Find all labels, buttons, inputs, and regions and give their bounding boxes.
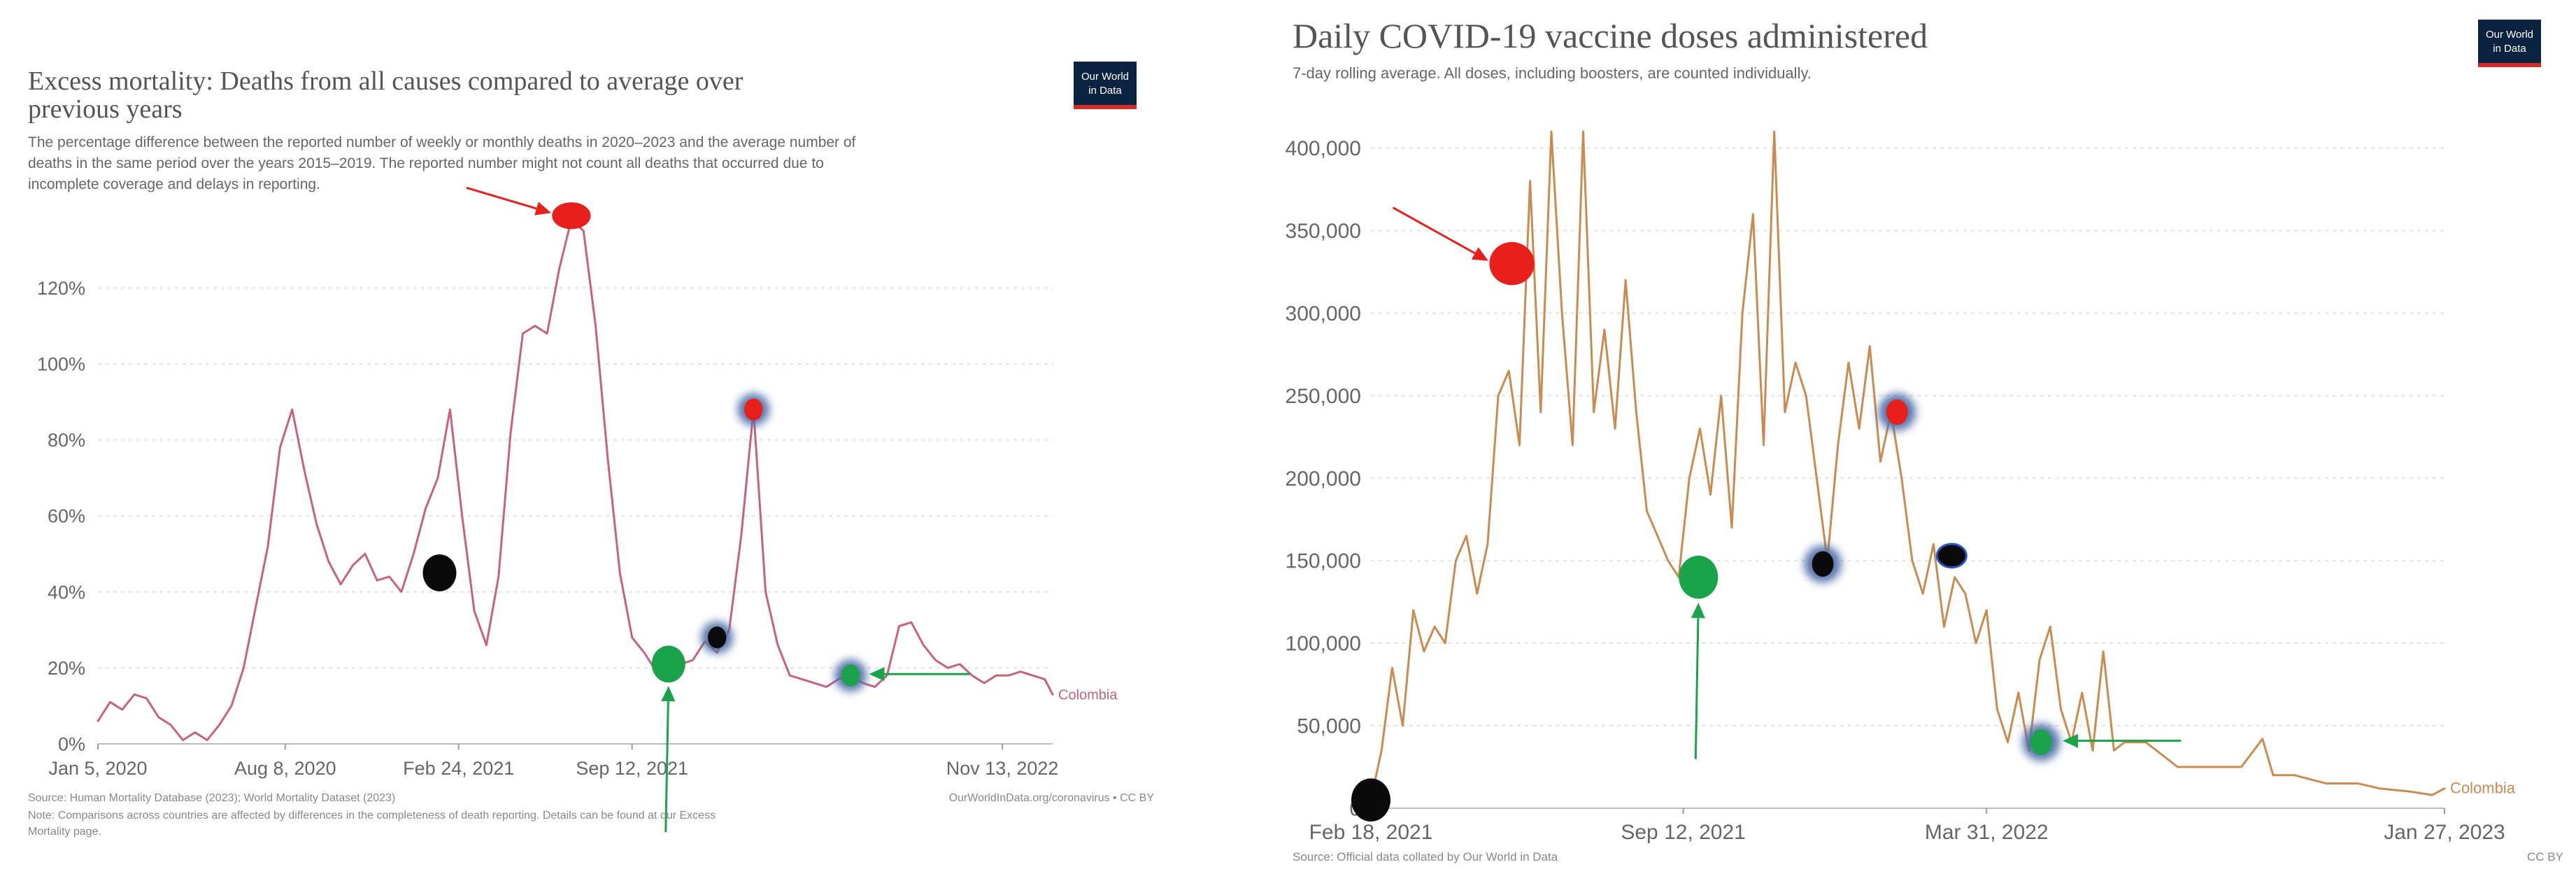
excess-mortality-chart: Excess mortality: Deaths from all causes… <box>28 62 1155 838</box>
y-tick-label: 60% <box>48 506 85 527</box>
annotation-marker <box>1679 556 1718 599</box>
logo-text-line-1: Our World <box>2486 29 2533 41</box>
annotation-arrow-head <box>869 667 885 682</box>
y-tick-label: 40% <box>48 582 85 602</box>
y-tick-label: 120% <box>37 278 85 299</box>
chart-title: Daily COVID-19 vaccine doses administere… <box>1293 16 1928 55</box>
y-tick-label: 250,000 <box>1286 385 1361 408</box>
annotation-arrow-head <box>1691 602 1705 619</box>
annotation-arrow-head <box>1471 247 1488 261</box>
chart-subtitle-line-2: deaths in the same period over the years… <box>28 155 824 171</box>
annotation-arrow-shaft <box>1392 206 1476 255</box>
series-label-colombia: Colombia <box>2450 780 2516 797</box>
chart-subtitle: 7-day rolling average. All doses, includ… <box>1293 64 1812 82</box>
logo-text-line-1: Our World <box>1081 71 1129 83</box>
x-tick-label: Sep 12, 2021 <box>576 758 688 779</box>
vaccine-doses-chart: Daily COVID-19 vaccine doses administere… <box>1286 16 2563 864</box>
chart-subtitle-line-1: The percentage difference between the re… <box>28 134 856 150</box>
annotation-marker <box>552 202 591 230</box>
excess-mortality-panel: Excess mortality: Deaths from all causes… <box>0 0 1189 895</box>
logo-text-line-2: in Data <box>1088 85 1122 97</box>
y-tick-label: 50,000 <box>1297 715 1361 738</box>
owid-logo[interactable]: Our World in Data <box>1074 62 1137 109</box>
y-tick-label: 100,000 <box>1286 633 1361 656</box>
annotation-marker <box>841 664 860 686</box>
y-tick-label: 400,000 <box>1286 137 1361 160</box>
annotation-marker <box>744 398 763 421</box>
x-tick-label: Aug 8, 2020 <box>234 758 336 779</box>
annotation-arrow-shaft <box>1694 618 1700 759</box>
note-line-2: Mortality page. <box>28 826 101 838</box>
annotation-marker <box>651 645 685 683</box>
annotation-marker <box>1489 241 1535 286</box>
source-line: Source: Official data collated by Our Wo… <box>1293 850 1558 864</box>
annotation-marker <box>1351 778 1390 822</box>
logo-accent-bar <box>2478 63 2541 67</box>
series-line-colombia <box>97 218 1054 742</box>
y-tick-label: 350,000 <box>1286 220 1361 243</box>
series-label-colombia: Colombia <box>1058 687 1118 703</box>
vaccine-doses-panel: Daily COVID-19 vaccine doses administere… <box>1280 0 2576 895</box>
logo-background <box>2478 20 2541 67</box>
chart-subtitle-line-3: incomplete coverage and delays in report… <box>28 176 320 192</box>
logo-background <box>1074 62 1137 109</box>
owid-logo[interactable]: Our World in Data <box>2478 20 2541 67</box>
annotation-arrow-head <box>2063 733 2079 748</box>
logo-text-line-2: in Data <box>2493 43 2526 55</box>
x-tick-label: Jan 5, 2020 <box>48 758 147 779</box>
x-tick-label: Nov 13, 2022 <box>946 758 1059 779</box>
x-tick-label: Feb 18, 2021 <box>1309 821 1433 844</box>
annotation-arrow-head <box>534 202 552 216</box>
plot-area: 0% 20% 40% 60% 80% 100% 120% Jan 5, 2020 Aug 8, … <box>37 186 1118 833</box>
annotation-marker <box>1935 542 1967 569</box>
y-tick-label: 20% <box>48 658 85 679</box>
note-line-1: Note: Comparisons across countries are a… <box>28 810 716 822</box>
series-line-colombia <box>1369 130 2446 801</box>
annotation-marker <box>422 554 457 592</box>
annotation-arrow-shaft <box>466 186 537 210</box>
license-label[interactable]: CC BY <box>2527 850 2563 864</box>
chart-title-line-2: previous years <box>28 94 183 124</box>
y-tick-label: 150,000 <box>1286 550 1361 573</box>
plot-area: 050,000100,000150,000200,000250,000300,0… <box>1286 130 2516 844</box>
x-tick-label: Sep 12, 2021 <box>1621 821 1746 844</box>
x-tick-label: Mar 31, 2022 <box>1925 821 2049 844</box>
annotation-marker <box>1812 551 1834 577</box>
source-line: Source: Human Mortality Database (2023);… <box>28 792 395 804</box>
annotation-arrow-shaft <box>664 701 669 833</box>
annotation-marker <box>1886 399 1908 425</box>
chart-title-line-1: Excess mortality: Deaths from all causes… <box>28 66 743 96</box>
y-tick-label: 100% <box>37 353 85 374</box>
annotation-marker <box>708 626 727 649</box>
y-tick-label: 80% <box>48 430 85 451</box>
logo-accent-bar <box>1074 105 1137 109</box>
url-license-line[interactable]: OurWorldInData.org/coronavirus • CC BY <box>949 792 1155 804</box>
annotation-marker <box>2030 729 2052 755</box>
y-tick-label: 0% <box>58 733 85 754</box>
x-tick-label: Jan 27, 2023 <box>2384 821 2505 844</box>
x-tick-label: Feb 24, 2021 <box>403 758 514 779</box>
y-tick-label: 300,000 <box>1286 302 1361 325</box>
y-tick-label: 200,000 <box>1286 467 1361 491</box>
annotation-arrow-head <box>661 686 676 702</box>
